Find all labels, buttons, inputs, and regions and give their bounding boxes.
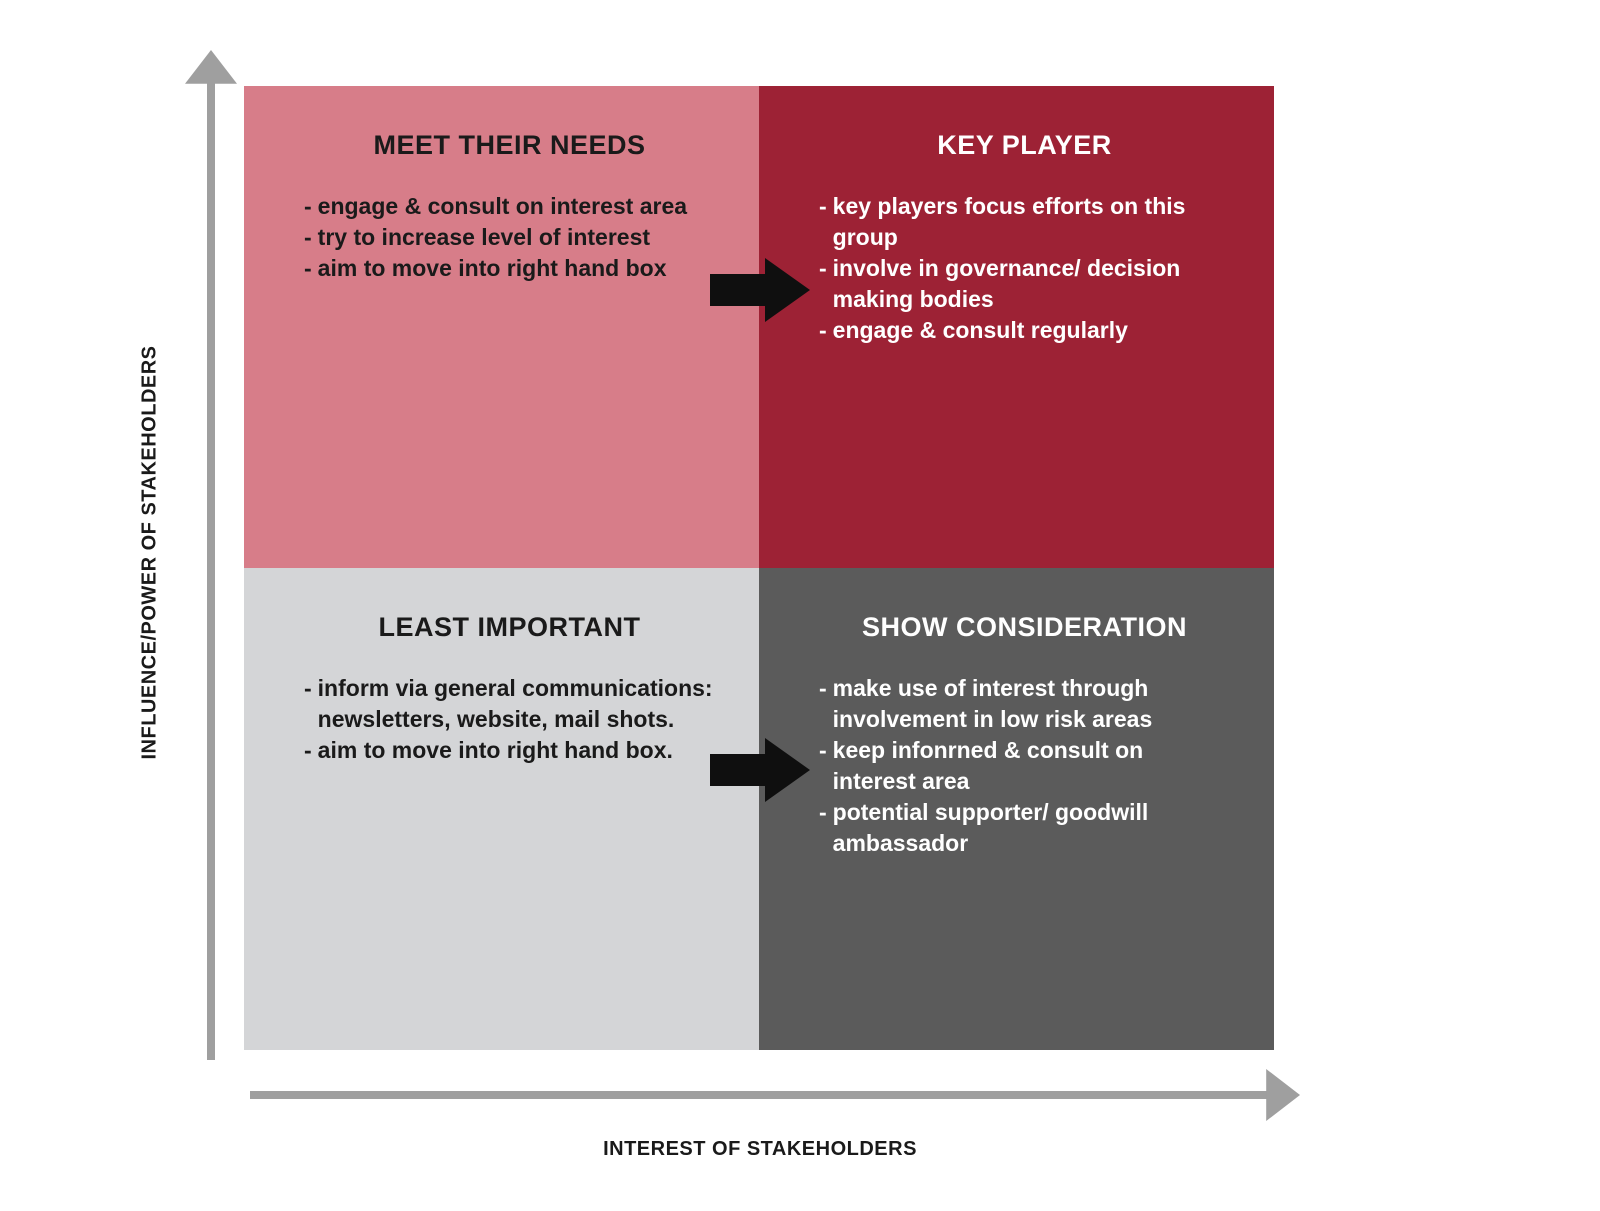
quadrant-body: -inform via general communications: news… xyxy=(304,673,715,766)
bullet-dash: - xyxy=(304,735,318,766)
bullet-dash: - xyxy=(819,673,833,735)
quadrant-body: -key players focus efforts on this group… xyxy=(819,191,1230,346)
quadrant-top-left: MEET THEIR NEEDS -engage & consult on int… xyxy=(244,86,759,568)
bullet-dash: - xyxy=(819,253,833,315)
bullet-text: engage & consult on interest area xyxy=(318,191,715,222)
stakeholder-matrix-canvas: INFLUENCE/POWER OF STAKEHOLDERS INTEREST… xyxy=(0,0,1600,1211)
bullet-item: -engage & consult on interest area xyxy=(304,191,715,222)
bullet-item: -try to increase level of interest xyxy=(304,222,715,253)
bullet-item: -aim to move into right hand box xyxy=(304,253,715,284)
y-axis-label: INFLUENCE/POWER OF STAKEHOLDERS xyxy=(139,360,162,760)
bullet-text: engage & consult regularly xyxy=(833,315,1230,346)
bullet-dash: - xyxy=(304,253,318,284)
stakeholder-matrix: MEET THEIR NEEDS-engage & consult on int… xyxy=(244,86,1274,1050)
bullet-dash: - xyxy=(304,191,318,222)
quadrant-body: -engage & consult on interest area-try t… xyxy=(304,191,715,284)
bullet-text: keep infonrned & consult on interest are… xyxy=(833,735,1230,797)
bullet-text: aim to move into right hand box xyxy=(318,253,715,284)
bullet-text: aim to move into right hand box. xyxy=(318,735,715,766)
bullet-item: -engage & consult regularly xyxy=(819,315,1230,346)
bullet-dash: - xyxy=(819,797,833,859)
bullet-text: key players focus efforts on this group xyxy=(833,191,1230,253)
y-axis-arrow xyxy=(181,50,241,1064)
bullet-dash: - xyxy=(304,673,318,735)
bullet-text: make use of interest through involvement… xyxy=(833,673,1230,735)
bullet-dash: - xyxy=(819,191,833,253)
quadrant-title: SHOW CONSIDERATION xyxy=(819,612,1230,643)
bullet-item: -involve in governance/ decision making … xyxy=(819,253,1230,315)
quadrant-title: KEY PLAYER xyxy=(819,130,1230,161)
quadrant-bottom-left: LEAST IMPORTANT -inform via general commu… xyxy=(244,568,759,1050)
bullet-dash: - xyxy=(304,222,318,253)
bullet-text: try to increase level of interest xyxy=(318,222,715,253)
quadrant-title: LEAST IMPORTANT xyxy=(304,612,715,643)
bullet-item: -key players focus efforts on this group xyxy=(819,191,1230,253)
bullet-item: -inform via general communications: news… xyxy=(304,673,715,735)
bullet-text: involve in governance/ decision making b… xyxy=(833,253,1230,315)
bullet-item: -aim to move into right hand box. xyxy=(304,735,715,766)
bullet-text: potential supporter/ goodwill ambassador xyxy=(833,797,1230,859)
quadrant-title: MEET THEIR NEEDS xyxy=(304,130,715,161)
x-axis-arrow xyxy=(250,1065,1304,1125)
bullet-dash: - xyxy=(819,315,833,346)
quadrant-body: -make use of interest through involvemen… xyxy=(819,673,1230,859)
x-axis-label: INTEREST OF STAKEHOLDERS xyxy=(560,1138,960,1161)
quadrant-bottom-right: SHOW CONSIDERATION -make use of interest … xyxy=(759,568,1274,1050)
bullet-text: inform via general communications: newsl… xyxy=(318,673,715,735)
quadrant-top-right: KEY PLAYER-key players focus efforts on … xyxy=(759,86,1274,568)
bullet-dash: - xyxy=(819,735,833,797)
bullet-item: -potential supporter/ goodwill ambassado… xyxy=(819,797,1230,859)
bullet-item: -keep infonrned & consult on interest ar… xyxy=(819,735,1230,797)
bullet-item: -make use of interest through involvemen… xyxy=(819,673,1230,735)
